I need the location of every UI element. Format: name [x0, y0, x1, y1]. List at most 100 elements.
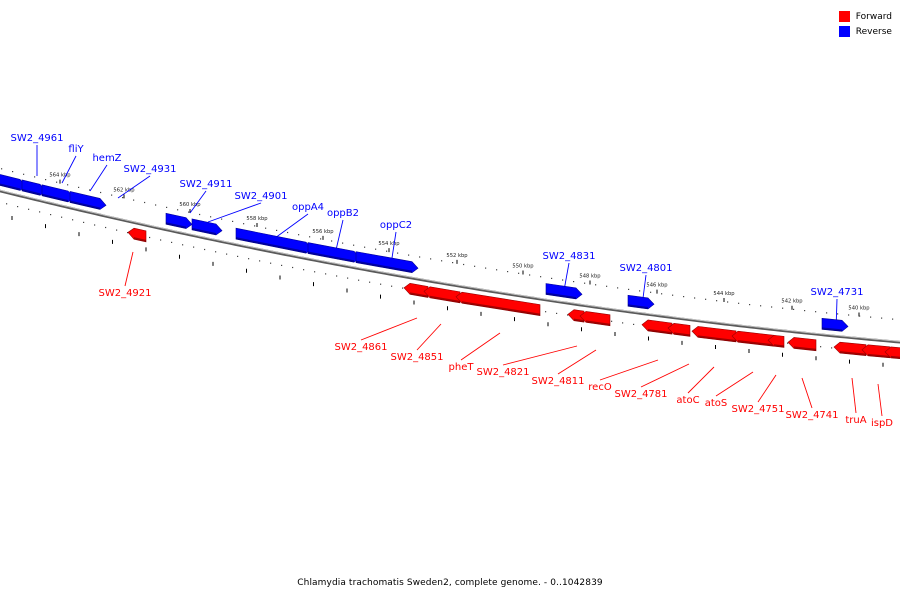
grid-dot: [870, 316, 872, 318]
reco-label[interactable]: recO: [588, 382, 612, 393]
grid-dot: [270, 262, 272, 264]
sw2-4911-label[interactable]: SW2_4911: [179, 179, 232, 190]
oppb2-label[interactable]: oppB2: [327, 208, 359, 219]
sw2-4781-gene[interactable]: [667, 323, 691, 337]
grid-dot: [628, 288, 630, 290]
sw2-4851-label[interactable]: SW2_4851: [390, 352, 443, 363]
sw2-4751-gene[interactable]: [767, 334, 785, 348]
sw2-4911-gene[interactable]: [165, 212, 193, 229]
grid-dot: [738, 302, 740, 304]
grid-dot: [320, 238, 322, 240]
sw2-4751-label[interactable]: SW2_4751: [731, 404, 784, 415]
ispd-label[interactable]: ispD: [871, 418, 893, 429]
trua-label[interactable]: truA: [845, 415, 866, 426]
ispd-gene[interactable]: [861, 344, 891, 359]
oppa4-label-line: [274, 213, 309, 239]
atoc-label[interactable]: atoC: [676, 395, 699, 406]
sw2-4741-gene[interactable]: [787, 337, 817, 352]
fliy-label[interactable]: fliY: [68, 144, 84, 155]
sw2-4931-gene[interactable]: [69, 191, 107, 210]
grid-dot: [336, 275, 338, 277]
sw2-4811-label-line: [557, 349, 597, 375]
grid-dot: [529, 274, 531, 276]
sw2-4901-label[interactable]: SW2_4901: [234, 191, 287, 202]
oppc2-gene[interactable]: [355, 251, 419, 274]
forward-swatch: [838, 11, 850, 22]
reco-label-line: [599, 359, 659, 381]
grid-dot: [496, 269, 498, 271]
sw2-4811-label[interactable]: SW2_4811: [531, 376, 584, 387]
sw2-4731-label[interactable]: SW2_4731: [810, 287, 863, 298]
phet-label[interactable]: pheT: [449, 362, 475, 373]
grid-dot: [793, 308, 795, 310]
phet-gene-shade: [462, 301, 540, 316]
reco-gene[interactable]: [641, 319, 673, 335]
grid-dot: [787, 342, 789, 344]
tick-label: 562 kbp: [113, 187, 135, 193]
grid-dot: [518, 272, 520, 274]
sw2-4801-label[interactable]: SW2_4801: [619, 263, 672, 274]
sw2-4901-gene[interactable]: [191, 218, 223, 236]
fliy-gene-shade: [22, 188, 40, 196]
atos-label[interactable]: atoS: [705, 398, 728, 409]
grid-dot: [859, 315, 861, 317]
trua-gene[interactable]: [833, 341, 867, 356]
sw2-4921-gene[interactable]: [127, 227, 147, 243]
sw2-4861-label-line: [360, 317, 418, 341]
sw2-4961-label[interactable]: SW2_4961: [10, 133, 63, 144]
legend-label-reverse: Reverse: [855, 26, 892, 37]
gene-features: [0, 174, 900, 360]
sw2-4821-label[interactable]: SW2_4821: [476, 367, 529, 378]
oppb2-gene-shade: [308, 251, 354, 263]
atos-gene[interactable]: [731, 330, 775, 347]
backbone-highlight: [0, 189, 900, 342]
oppc2-label[interactable]: oppC2: [380, 220, 412, 231]
grid-dot: [155, 204, 157, 206]
grid-dot: [292, 266, 294, 269]
tick-label: 544 kbp: [713, 291, 735, 297]
ispd-label-line: [877, 383, 883, 417]
sw2-4831-gene[interactable]: [545, 283, 583, 300]
sw2-4801-gene[interactable]: [627, 294, 655, 310]
sw2-4921-label[interactable]: SW2_4921: [98, 288, 151, 299]
grid-dot: [391, 285, 393, 287]
sw2-4831-label[interactable]: SW2_4831: [542, 251, 595, 262]
atoc-label-line: [687, 366, 715, 394]
sw2-4811-gene[interactable]: [579, 311, 611, 327]
hemz-gene-shade: [42, 193, 68, 202]
sw2-4731-gene[interactable]: [821, 318, 849, 332]
atos-gene-shade: [738, 340, 774, 347]
grid-dot: [347, 277, 349, 279]
sw2-4861-label[interactable]: SW2_4861: [334, 342, 387, 353]
sw2-4821-gene[interactable]: [567, 309, 585, 323]
grid-dot: [611, 320, 613, 322]
trua-gene-shade: [840, 351, 866, 356]
phet-gene[interactable]: [455, 291, 541, 316]
grid-dot: [171, 241, 173, 243]
grid-dot: [474, 265, 476, 267]
edge-gene[interactable]: [884, 346, 900, 360]
grid-dot: [408, 254, 410, 256]
grid-dot: [237, 255, 239, 257]
grid-dot: [221, 218, 223, 220]
sw2-4861-gene-shade: [410, 292, 428, 298]
oppa4-label[interactable]: oppA4: [292, 202, 324, 213]
grid-dot: [364, 246, 366, 248]
tick-label: 550 kbp: [512, 263, 534, 269]
sw2-4741-label[interactable]: SW2_4741: [785, 410, 838, 421]
sw2-4861-gene[interactable]: [403, 283, 429, 298]
hemz-label[interactable]: hemZ: [92, 153, 121, 164]
oppa4-gene-shade: [236, 237, 306, 254]
grid-dot: [342, 242, 344, 244]
atoc-gene[interactable]: [691, 326, 737, 343]
grid-dot: [34, 176, 36, 178]
sw2-4781-label[interactable]: SW2_4781: [614, 389, 667, 400]
sw2-4931-label[interactable]: SW2_4931: [123, 164, 176, 175]
sw2-4851-gene[interactable]: [423, 286, 461, 304]
grid-dot: [248, 258, 250, 260]
grid-dot: [259, 260, 261, 262]
grid-dot: [6, 203, 8, 205]
oppc2-label-line: [391, 231, 397, 259]
grid-dot: [325, 273, 327, 275]
